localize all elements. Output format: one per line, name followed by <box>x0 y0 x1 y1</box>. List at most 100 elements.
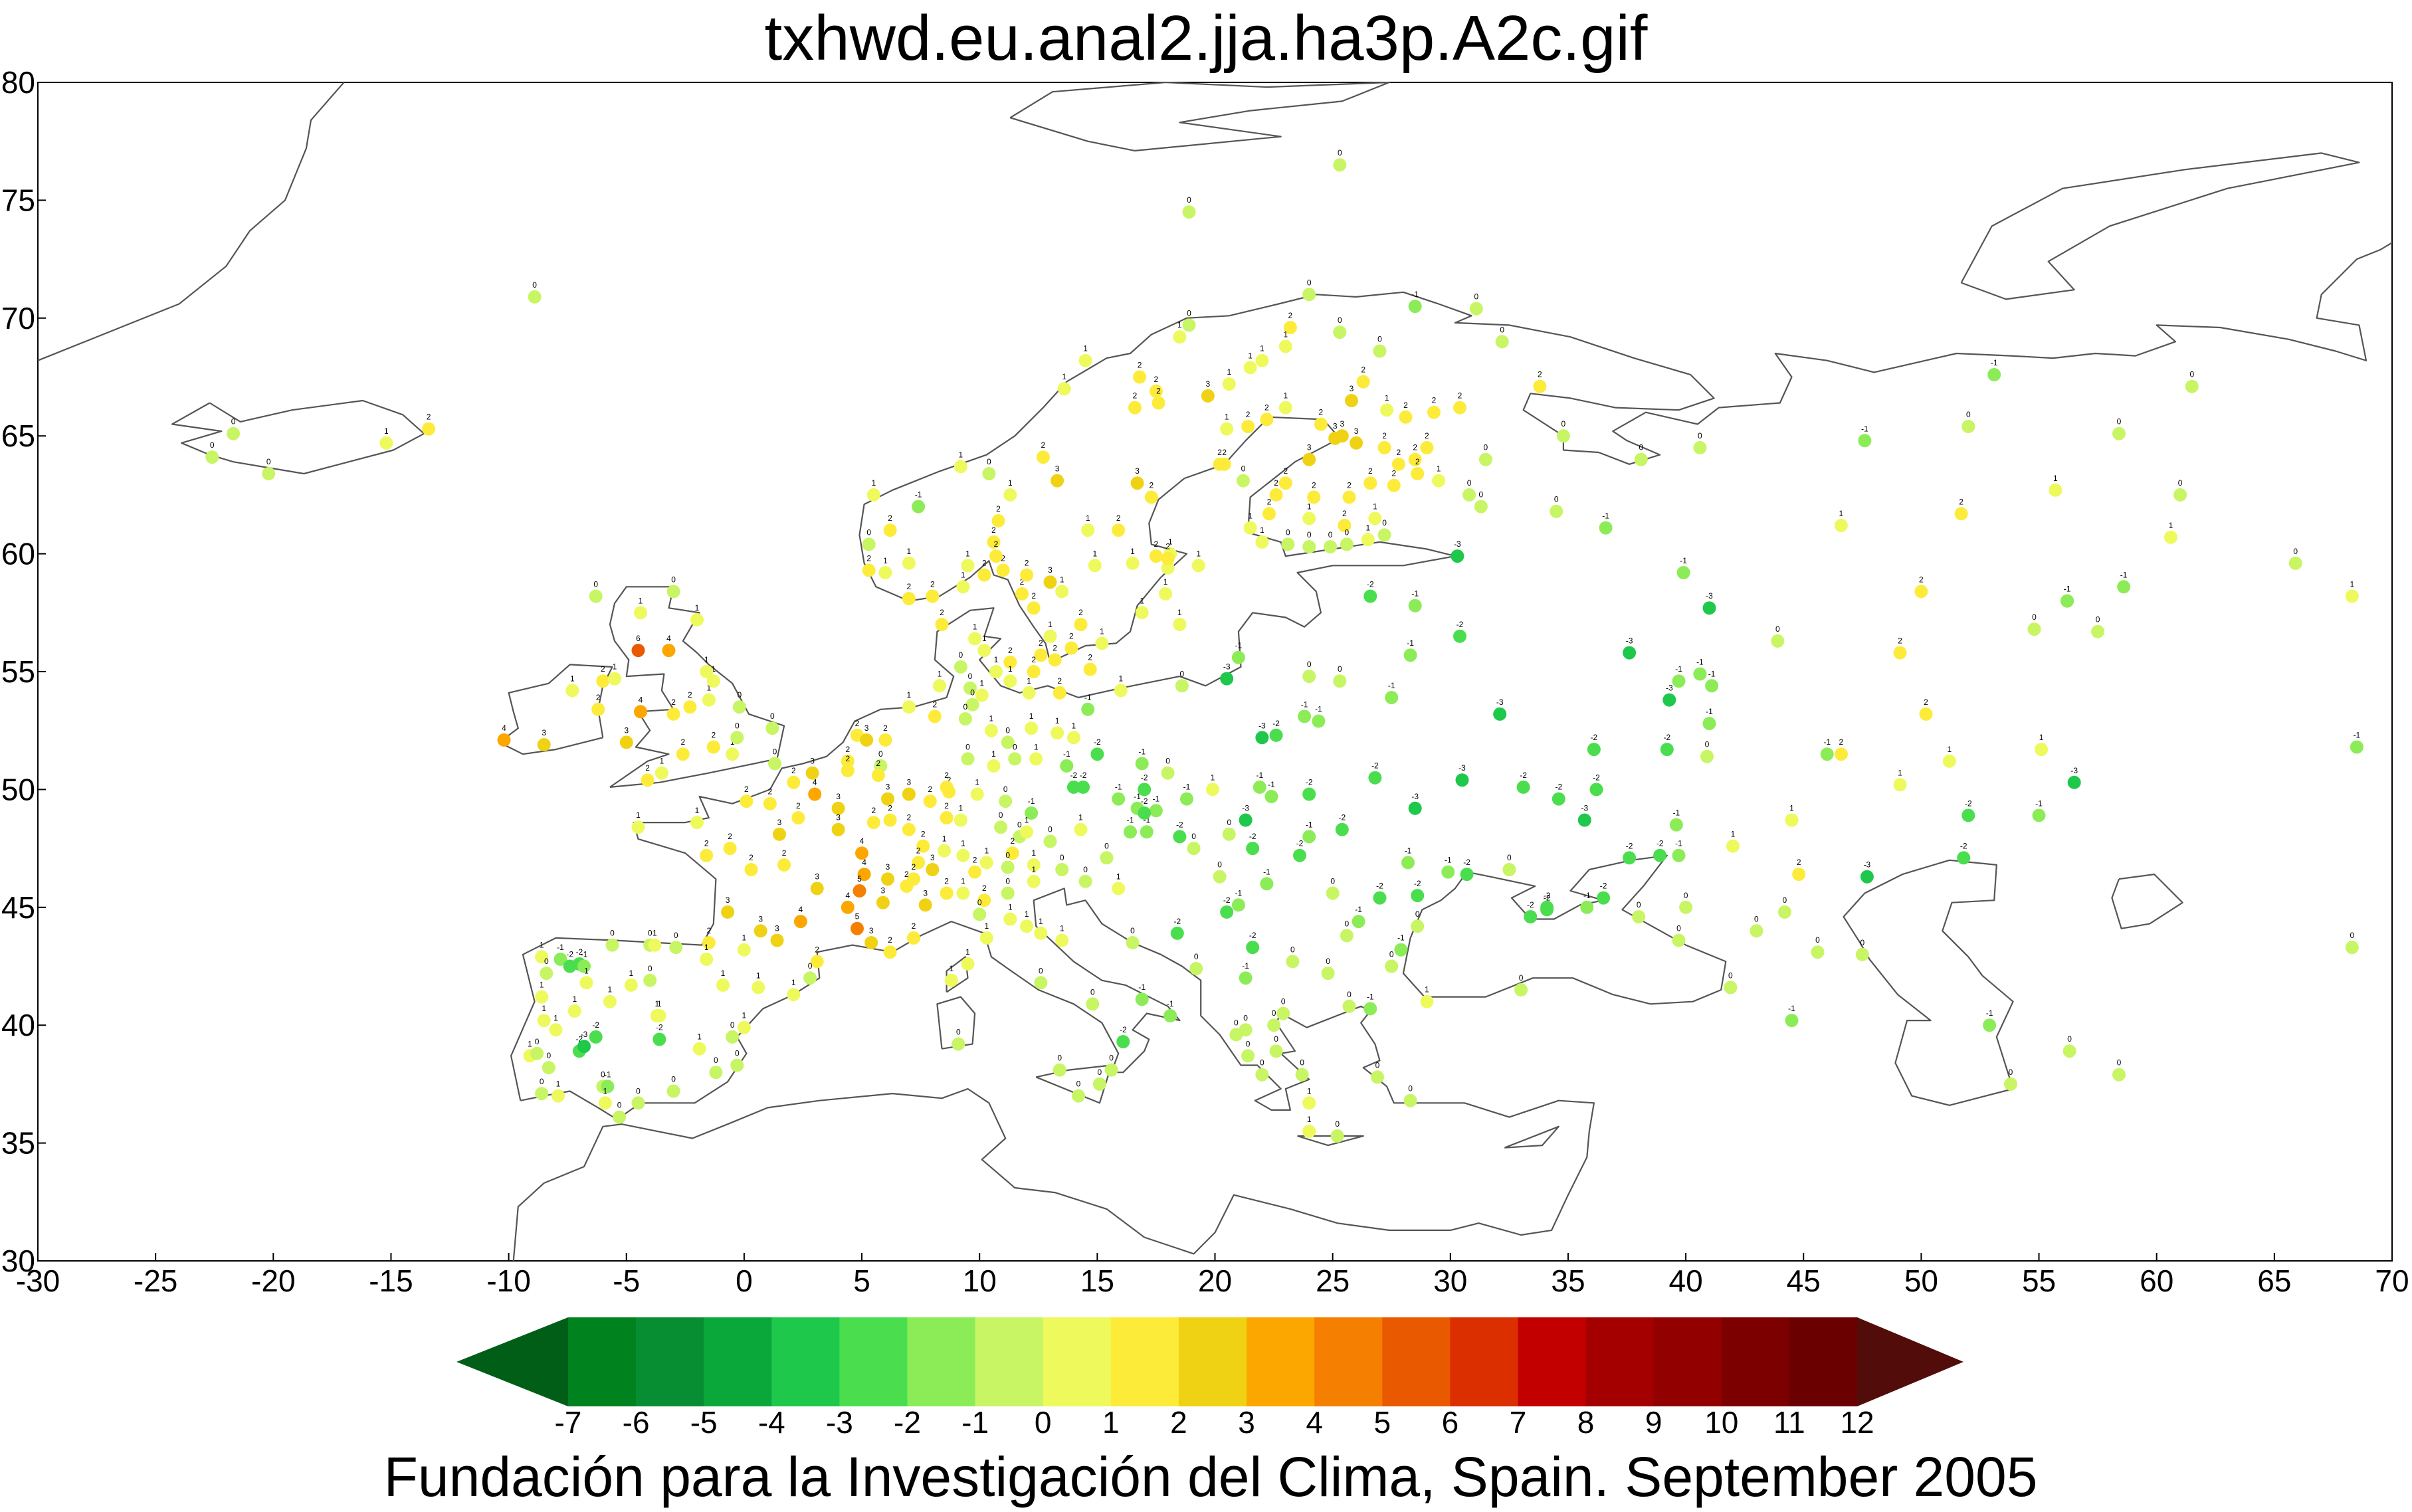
station-dot <box>1623 646 1637 660</box>
station-dot <box>1237 474 1250 488</box>
station-value-label: 1 <box>1060 924 1064 933</box>
station-dot <box>1411 467 1425 480</box>
station-value-label: -1 <box>1367 992 1374 1001</box>
station-value-label: -3 <box>1626 636 1633 646</box>
station-value-label: 2 <box>796 801 801 810</box>
station-value-label: 1 <box>653 929 657 938</box>
station-value-label: 0 <box>1104 841 1109 850</box>
station-dot <box>700 665 714 678</box>
station-dot <box>952 1037 965 1051</box>
station-value-label: 0 <box>987 457 991 466</box>
station-dot <box>1104 1063 1118 1077</box>
station-value-label: 0 <box>730 1020 735 1030</box>
station-dot <box>1453 401 1466 415</box>
station-value-label: 3 <box>923 888 928 898</box>
station-value-label: 3 <box>864 723 869 733</box>
station-dot <box>666 1084 680 1098</box>
station-dot <box>1702 601 1716 615</box>
station-dot <box>1112 792 1126 806</box>
station-dot <box>860 733 874 747</box>
station-value-label: -1 <box>1306 820 1313 829</box>
station-dot <box>881 792 894 806</box>
station-dot <box>866 488 880 502</box>
station-value-label: 0 <box>593 580 598 589</box>
station-value-label: 1 <box>907 690 912 700</box>
station-value-label: 0 <box>1300 1058 1304 1068</box>
station-dot <box>1253 780 1266 794</box>
y-tick-label: 70 <box>1 301 35 335</box>
y-tick-label: 55 <box>1 654 35 689</box>
station-dot <box>1191 559 1205 573</box>
station-dot <box>1983 1018 1997 1032</box>
station-dot <box>1081 702 1095 716</box>
station-dot <box>641 773 654 787</box>
station-dot <box>726 1030 740 1044</box>
station-value-label: 0 <box>1083 865 1088 874</box>
colorbar-label: -7 <box>555 1405 582 1440</box>
station-dot <box>1161 551 1175 565</box>
station-value-label: -1 <box>1256 771 1263 780</box>
station-dot <box>1051 726 1064 740</box>
station-dot <box>1126 936 1140 949</box>
station-value-label: -2 <box>566 950 573 959</box>
station-value-label: -1 <box>1708 669 1716 678</box>
station-dot <box>1314 417 1328 431</box>
station-dot <box>666 585 680 599</box>
station-dot <box>1269 1044 1283 1058</box>
station-dot <box>1220 672 1234 686</box>
colorbar-label: 12 <box>1840 1405 1874 1440</box>
station-dot <box>1702 717 1716 731</box>
station-dot <box>1149 804 1163 818</box>
station-value-label: -2 <box>1272 719 1280 728</box>
station-dot <box>1662 693 1676 707</box>
station-dot <box>726 747 740 761</box>
station-dot <box>1264 790 1278 803</box>
coastline-path <box>510 242 2393 1101</box>
colorbar-segment <box>1789 1317 1858 1406</box>
station-dot <box>912 500 926 514</box>
station-dot <box>631 1096 645 1110</box>
station-dot <box>497 733 511 747</box>
station-value-label: 0 <box>1281 997 1286 1006</box>
station-dot <box>1055 585 1069 599</box>
station-value-label: -3 <box>1458 763 1466 773</box>
station-value-label: 1 <box>1307 502 1312 511</box>
station-value-label: 1 <box>1062 372 1066 381</box>
station-value-label: 0 <box>1479 490 1484 500</box>
station-dot <box>535 1087 549 1101</box>
station-dot <box>968 865 982 879</box>
station-value-label: 1 <box>603 1086 608 1095</box>
x-tick-label: 10 <box>963 1264 997 1298</box>
station-value-label: 0 <box>671 1075 676 1084</box>
station-dot <box>535 990 549 1004</box>
station-value-label: 0 <box>1274 1034 1278 1044</box>
station-dot <box>999 795 1013 808</box>
station-value-label: 1 <box>989 714 994 723</box>
station-value-label: 1 <box>528 1039 532 1048</box>
station-value-label: 1 <box>1425 985 1429 994</box>
station-dot <box>537 1014 551 1028</box>
station-dot <box>1295 1068 1309 1082</box>
station-dot <box>1302 1124 1316 1138</box>
station-dot <box>1342 490 1356 504</box>
station-dot <box>1112 882 1126 896</box>
station-value-label: 0 <box>1345 919 1350 928</box>
station-dot <box>1005 846 1019 860</box>
station-dot <box>902 700 916 714</box>
station-value-label: 1 <box>1260 525 1264 535</box>
station-value-label: 0 <box>1507 853 1512 862</box>
station-value-label: -1 <box>1153 794 1160 803</box>
station-dot <box>567 1004 581 1018</box>
station-dot <box>553 952 567 966</box>
station-value-label: 2 <box>1347 480 1352 490</box>
colorbar-segment <box>1585 1317 1655 1406</box>
station-dot <box>1700 749 1714 763</box>
station-dot <box>737 943 751 957</box>
station-value-label: -1 <box>2120 570 2128 579</box>
station-dot <box>605 938 619 952</box>
station-value-label: 0 <box>970 688 975 698</box>
station-value-label: 1 <box>572 994 577 1004</box>
station-value-label: 1 <box>959 804 963 813</box>
station-value-label: 0 <box>1415 909 1420 919</box>
station-value-label: -1 <box>1411 589 1419 599</box>
